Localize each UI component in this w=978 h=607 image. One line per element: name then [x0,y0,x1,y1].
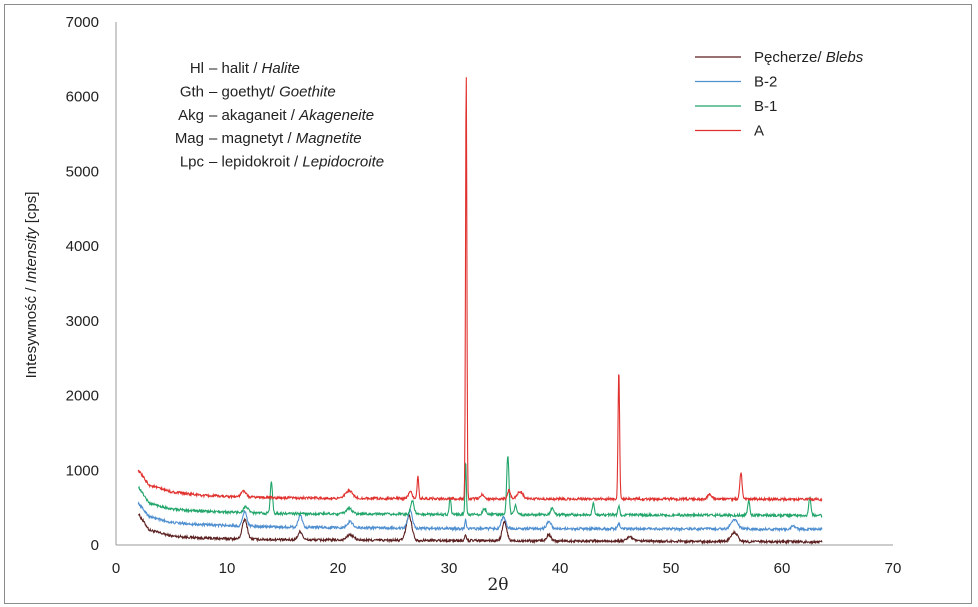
x-tick-label: 0 [112,560,120,577]
series-line [138,512,823,546]
legend-label: Pęcherze/ Blebs [754,49,864,66]
x-tick-label: 40 [552,560,569,577]
phase-abbreviations: Hl – halit / Halite Gth – goethyt/ Goethite… [175,60,384,171]
abbr-code: Mag [175,130,204,147]
series-line [138,456,823,519]
x-tick-label: 30 [441,560,458,577]
x-axis-label: 2θ [487,575,508,595]
abbr-description: – lepidokroit / Lepidocroite [209,154,384,171]
x-tick-label: 70 [885,560,902,577]
y-tick-label: 6000 [66,89,99,106]
x-tick-labels: 0 10 20 30 40 50 60 70 [112,560,902,577]
y-tick-label: 5000 [66,163,99,180]
y-axis-label: Intesywność / Intensity [cps] [23,192,40,379]
y-tick-label: 0 [91,537,99,554]
legend: Pęcherze/ Blebs B-2 B-1 A [695,49,864,140]
y-tick-labels: 0 1000 2000 3000 4000 5000 6000 7000 [66,14,99,554]
legend-label: B-1 [754,98,777,115]
series-lines [137,77,823,546]
abbr-code: Lpc [180,154,205,171]
x-tick-label: 60 [774,560,791,577]
abbr-description: – halit / Halite [209,60,300,77]
abbr-code: Gth [180,83,204,100]
y-tick-label: 2000 [66,388,99,405]
abbr-code: Hl [190,60,204,77]
series-line [137,77,823,503]
x-tick-label: 20 [330,560,347,577]
x-tick-label: 10 [219,560,236,577]
y-tick-label: 4000 [66,238,99,255]
x-tick-label: 50 [663,560,680,577]
abbr-description: – goethyt/ Goethite [209,83,336,100]
y-tick-label: 3000 [66,313,99,330]
legend-label: B-2 [754,74,777,91]
y-tick-label: 7000 [66,14,99,31]
abbr-description: – magnetyt / Magnetite [209,130,362,147]
y-tick-label: 1000 [66,462,99,479]
series-line [137,501,823,533]
abbr-description: – akaganeit / Akageneite [209,107,374,124]
legend-label: A [754,123,764,140]
abbr-code: Akg [178,107,204,124]
